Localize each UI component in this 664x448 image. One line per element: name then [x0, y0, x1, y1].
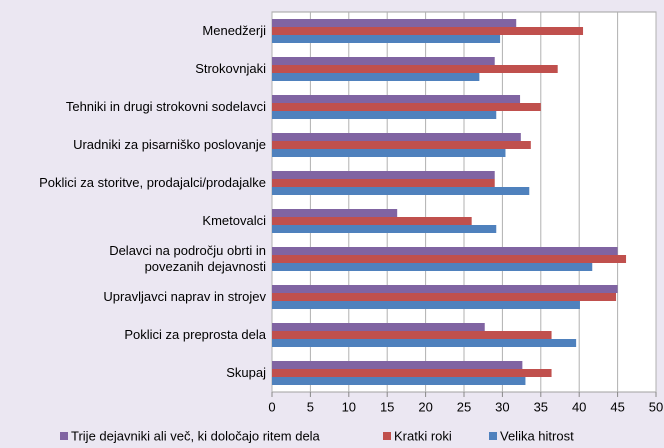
- x-tick-label: 30: [495, 399, 509, 414]
- bar: [272, 255, 627, 263]
- category-label: Upravljavci naprav in strojev: [103, 289, 266, 304]
- bar: [272, 35, 501, 43]
- bar: [272, 133, 521, 141]
- x-tick-label: 40: [572, 399, 586, 414]
- category-label: Strokovnjaki: [195, 61, 266, 76]
- category-label: Uradniki za pisarniško poslovanje: [73, 137, 266, 152]
- x-tick-label: 35: [534, 399, 548, 414]
- category-label: Kmetovalci: [202, 213, 266, 228]
- x-tick-label: 15: [380, 399, 394, 414]
- bar: [272, 377, 526, 385]
- legend-swatch: [60, 432, 68, 440]
- bar: [272, 247, 618, 255]
- bar: [272, 179, 495, 187]
- legend-swatch: [383, 432, 391, 440]
- category-label: Tehniki in drugi strokovni sodelavci: [65, 99, 266, 114]
- bar: [272, 95, 521, 103]
- bar: [272, 111, 497, 119]
- x-tick-label: 50: [649, 399, 663, 414]
- bar: [272, 263, 593, 271]
- category-label: Skupaj: [226, 365, 266, 380]
- bar: [272, 293, 617, 301]
- legend-label: Kratki roki: [394, 428, 452, 443]
- bar: [272, 27, 584, 35]
- legend-label: Trije dejavniki ali več, ki določajo rit…: [71, 428, 321, 443]
- x-tick-label: 0: [268, 399, 275, 414]
- bar: [272, 65, 558, 73]
- category-label: Menedžerji: [202, 23, 266, 38]
- bar: [272, 323, 485, 331]
- category-label: Poklici za preprosta dela: [124, 327, 266, 342]
- bar: [272, 225, 497, 233]
- bar: [272, 217, 472, 225]
- x-tick-label: 25: [457, 399, 471, 414]
- bar: [272, 369, 552, 377]
- bar: [272, 301, 580, 309]
- x-tick-label: 5: [307, 399, 314, 414]
- bar: [272, 149, 506, 157]
- bar: [272, 141, 531, 149]
- x-tick-label: 45: [610, 399, 624, 414]
- x-tick-label: 10: [342, 399, 356, 414]
- legend-swatch: [489, 432, 497, 440]
- bar: [272, 209, 398, 217]
- category-label: Poklici za storitve, prodajalci/prodajal…: [39, 175, 266, 190]
- bar: [272, 339, 577, 347]
- bar: [272, 171, 495, 179]
- category-label: Delavci na področju obrti in povezanih d…: [109, 243, 266, 274]
- bar: [272, 285, 618, 293]
- bar: [272, 19, 517, 27]
- bar: [272, 57, 495, 65]
- legend-label: Velika hitrost: [500, 428, 574, 443]
- x-tick-label: 20: [418, 399, 432, 414]
- bar: [272, 331, 552, 339]
- bar: [272, 361, 523, 369]
- bar: [272, 103, 541, 111]
- bar: [272, 73, 480, 81]
- bar: [272, 187, 530, 195]
